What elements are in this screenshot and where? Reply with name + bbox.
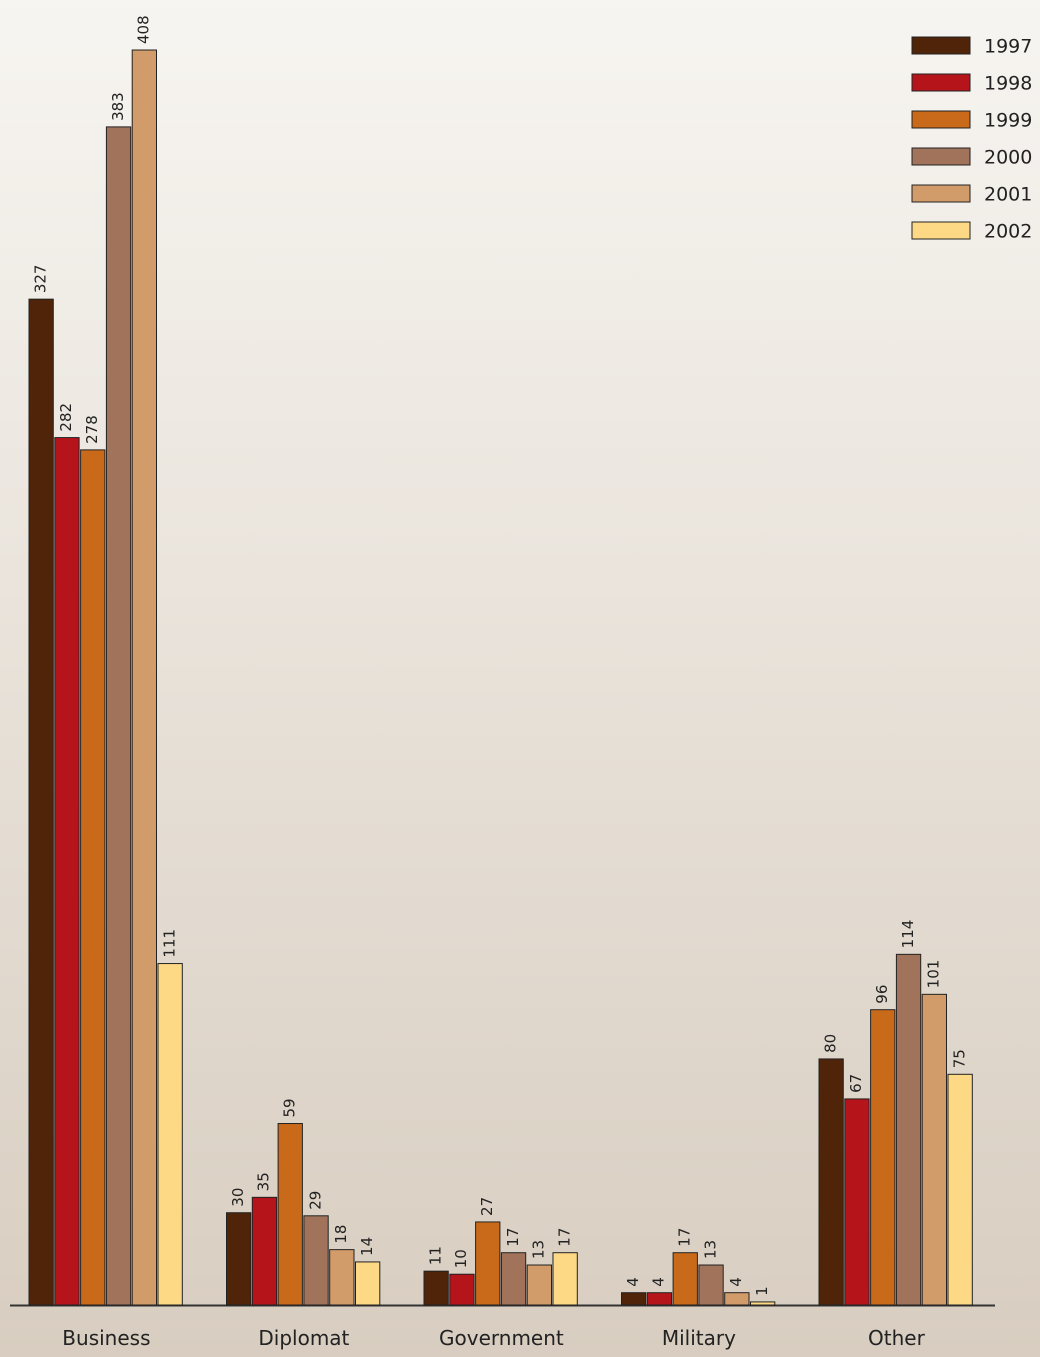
legend-swatch bbox=[911, 36, 971, 55]
value-label: 101 bbox=[925, 960, 943, 989]
bar bbox=[750, 1301, 776, 1306]
value-label: 13 bbox=[701, 1240, 719, 1259]
legend-label: 1997 bbox=[984, 36, 1032, 58]
value-label: 282 bbox=[57, 403, 75, 432]
bar bbox=[28, 298, 54, 1306]
value-label: 59 bbox=[281, 1098, 299, 1117]
bar bbox=[698, 1264, 724, 1306]
value-label: 67 bbox=[847, 1074, 865, 1093]
bar bbox=[475, 1221, 501, 1306]
value-label: 10 bbox=[452, 1249, 470, 1268]
value-label: 111 bbox=[160, 929, 178, 958]
value-label: 13 bbox=[530, 1240, 548, 1259]
bar bbox=[329, 1249, 355, 1306]
bar bbox=[500, 1252, 527, 1306]
value-label: 18 bbox=[332, 1225, 350, 1244]
x-tick-label: Diplomat bbox=[258, 1326, 349, 1350]
x-tick-label: Government bbox=[439, 1326, 564, 1350]
bar bbox=[947, 1073, 973, 1306]
value-label: 383 bbox=[109, 92, 127, 121]
x-tick-label: Other bbox=[868, 1326, 926, 1350]
legend-label: 2000 bbox=[984, 147, 1032, 169]
bar bbox=[423, 1270, 449, 1306]
bar bbox=[277, 1123, 303, 1306]
value-label: 11 bbox=[426, 1246, 444, 1265]
value-label: 27 bbox=[478, 1197, 496, 1216]
value-label: 4 bbox=[624, 1277, 642, 1287]
legend-swatch bbox=[911, 73, 971, 92]
bar bbox=[621, 1292, 647, 1306]
legend-swatch bbox=[911, 221, 971, 240]
legend-swatch bbox=[911, 184, 971, 203]
bar bbox=[226, 1212, 252, 1306]
legend-label: 1999 bbox=[984, 110, 1032, 132]
value-label: 17 bbox=[555, 1228, 573, 1247]
value-label: 1 bbox=[753, 1286, 771, 1296]
bar bbox=[672, 1252, 698, 1306]
value-label: 29 bbox=[306, 1191, 324, 1210]
bar bbox=[870, 1009, 896, 1306]
x-tick-label: Business bbox=[62, 1326, 150, 1350]
bar bbox=[251, 1196, 278, 1306]
bar bbox=[921, 993, 948, 1306]
legend-label: 2001 bbox=[984, 184, 1032, 206]
value-label: 80 bbox=[821, 1034, 839, 1053]
value-label: 17 bbox=[504, 1228, 522, 1247]
value-label: 4 bbox=[650, 1277, 668, 1287]
bar bbox=[724, 1292, 750, 1306]
value-label: 75 bbox=[950, 1049, 968, 1068]
bar bbox=[818, 1058, 844, 1306]
value-label: 114 bbox=[899, 920, 917, 949]
bar bbox=[895, 953, 922, 1306]
bar bbox=[157, 963, 183, 1306]
legend-swatch bbox=[911, 147, 971, 166]
bar bbox=[105, 126, 132, 1306]
value-label: 327 bbox=[31, 265, 49, 294]
value-label: 35 bbox=[255, 1172, 273, 1191]
value-label: 17 bbox=[676, 1228, 694, 1247]
bar bbox=[449, 1273, 475, 1306]
value-label: 30 bbox=[229, 1188, 247, 1207]
value-label: 4 bbox=[727, 1277, 745, 1287]
bar bbox=[844, 1098, 870, 1306]
bar bbox=[54, 437, 80, 1306]
bar bbox=[355, 1261, 381, 1306]
value-label: 278 bbox=[83, 415, 101, 444]
value-label: 408 bbox=[135, 15, 153, 44]
legend-swatch bbox=[911, 110, 971, 129]
value-label: 14 bbox=[358, 1237, 376, 1256]
bar bbox=[526, 1264, 553, 1306]
legend-label: 1998 bbox=[984, 73, 1032, 95]
bar bbox=[552, 1252, 578, 1306]
bar bbox=[80, 449, 106, 1306]
bar bbox=[303, 1215, 329, 1306]
bar bbox=[646, 1292, 673, 1306]
bar bbox=[131, 49, 157, 1306]
legend-label: 2002 bbox=[984, 221, 1032, 243]
x-tick-label: Military bbox=[662, 1326, 736, 1350]
value-label: 96 bbox=[873, 985, 891, 1004]
